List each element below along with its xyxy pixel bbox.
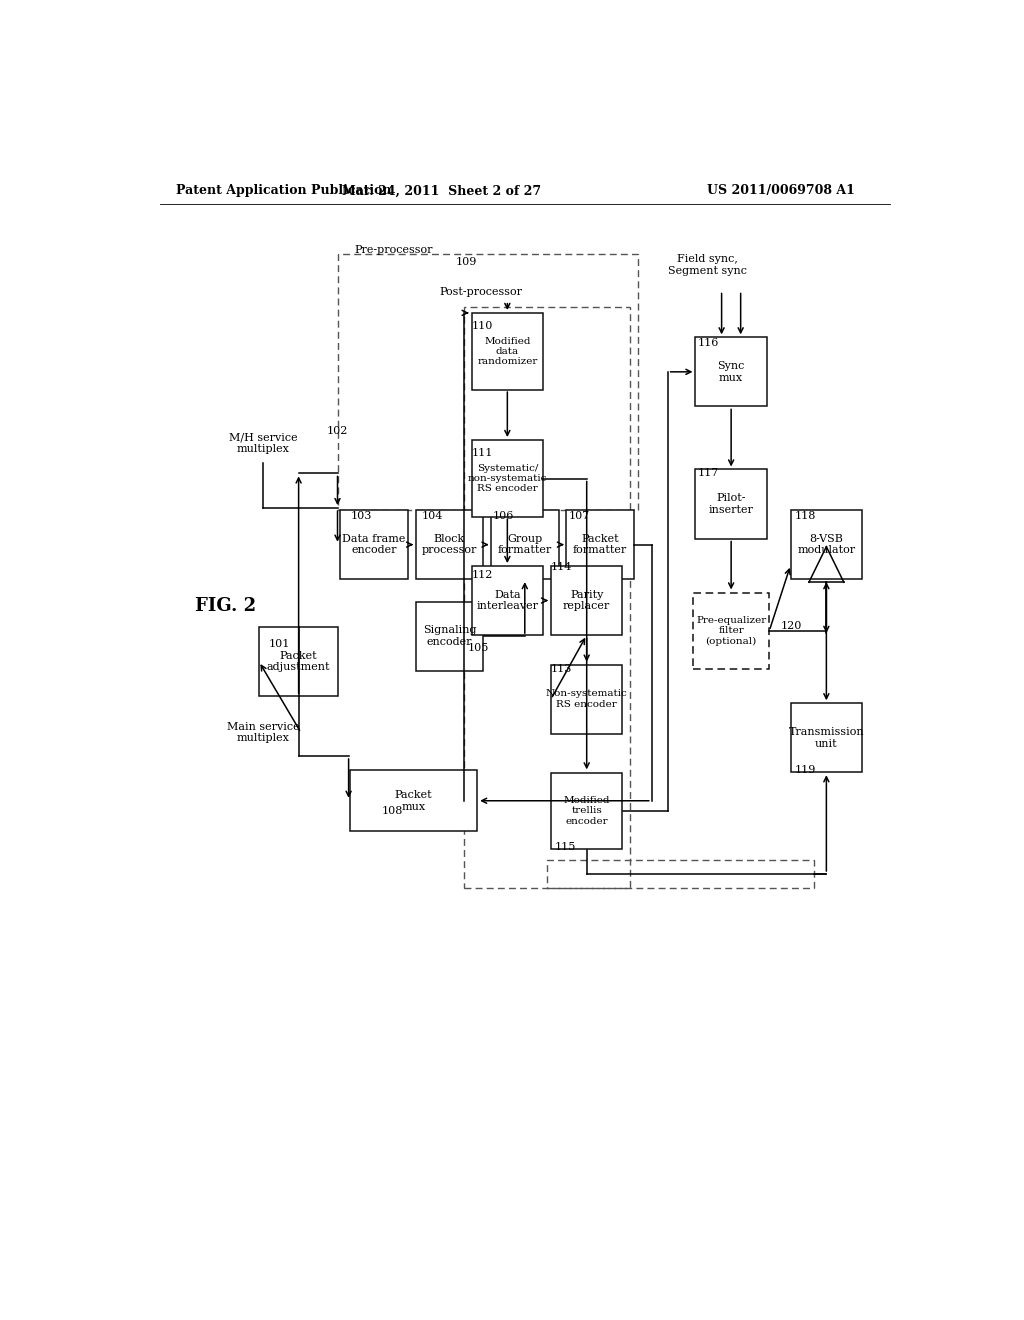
Bar bbox=[472, 313, 543, 389]
Text: Parity
replacer: Parity replacer bbox=[563, 590, 610, 611]
Text: 119: 119 bbox=[795, 766, 816, 775]
Text: Systematic/
non-systematic
RS encoder: Systematic/ non-systematic RS encoder bbox=[468, 463, 547, 494]
Text: Packet
mux: Packet mux bbox=[395, 789, 432, 812]
Text: 118: 118 bbox=[795, 511, 816, 521]
Bar bbox=[416, 602, 483, 671]
Bar bbox=[551, 772, 623, 849]
Text: 115: 115 bbox=[554, 842, 575, 851]
Text: Packet
formatter: Packet formatter bbox=[573, 533, 628, 556]
Text: Data frame
encoder: Data frame encoder bbox=[342, 533, 406, 556]
Text: Packet
adjustment: Packet adjustment bbox=[267, 651, 331, 672]
Text: 108: 108 bbox=[382, 807, 403, 816]
Bar bbox=[350, 771, 477, 832]
Bar bbox=[259, 627, 338, 696]
Text: Field sync,
Segment sync: Field sync, Segment sync bbox=[668, 255, 746, 276]
Text: Group
formatter: Group formatter bbox=[498, 533, 552, 556]
Text: 107: 107 bbox=[568, 511, 590, 521]
Text: Post-processor: Post-processor bbox=[440, 288, 523, 297]
Bar bbox=[695, 470, 767, 539]
Bar bbox=[416, 510, 483, 579]
Text: Pre-processor: Pre-processor bbox=[354, 244, 433, 255]
Bar bbox=[551, 664, 623, 734]
Text: 117: 117 bbox=[697, 469, 719, 478]
Bar bbox=[547, 859, 814, 888]
Text: Mar. 24, 2011  Sheet 2 of 27: Mar. 24, 2011 Sheet 2 of 27 bbox=[342, 185, 541, 198]
Text: 106: 106 bbox=[494, 511, 514, 521]
Bar bbox=[791, 510, 862, 579]
Text: 110: 110 bbox=[472, 321, 493, 331]
Bar bbox=[566, 510, 634, 579]
Text: Data
interleaver: Data interleaver bbox=[476, 590, 539, 611]
Text: Main service
multiplex: Main service multiplex bbox=[226, 722, 299, 743]
Text: Sync
mux: Sync mux bbox=[718, 362, 744, 383]
Bar bbox=[791, 704, 862, 772]
Text: 102: 102 bbox=[327, 426, 348, 436]
Text: Signaling
encoder: Signaling encoder bbox=[423, 626, 476, 647]
Bar bbox=[492, 510, 558, 579]
Text: FIG. 2: FIG. 2 bbox=[196, 597, 257, 615]
Text: 103: 103 bbox=[350, 511, 372, 521]
Text: 109: 109 bbox=[456, 257, 477, 267]
Bar bbox=[340, 510, 408, 579]
Text: Pilot-
inserter: Pilot- inserter bbox=[709, 494, 754, 515]
Text: 120: 120 bbox=[780, 620, 802, 631]
Bar bbox=[472, 566, 543, 635]
Text: 101: 101 bbox=[268, 639, 290, 649]
Text: Transmission
unit: Transmission unit bbox=[788, 727, 864, 748]
Bar bbox=[695, 338, 767, 407]
Text: US 2011/0069708 A1: US 2011/0069708 A1 bbox=[708, 185, 855, 198]
Text: 113: 113 bbox=[551, 664, 572, 673]
Text: 104: 104 bbox=[422, 511, 443, 521]
Text: M/H service
multiplex: M/H service multiplex bbox=[228, 432, 297, 454]
Text: Non-systematic
RS encoder: Non-systematic RS encoder bbox=[546, 689, 628, 709]
Text: 105: 105 bbox=[468, 643, 489, 653]
Text: 8-VSB
modulator: 8-VSB modulator bbox=[798, 533, 855, 556]
Text: Pre-equalizer
filter
(optional): Pre-equalizer filter (optional) bbox=[696, 616, 766, 645]
Bar bbox=[465, 306, 630, 888]
Text: Block
processor: Block processor bbox=[422, 533, 477, 556]
Text: 112: 112 bbox=[472, 570, 493, 579]
Bar bbox=[551, 566, 623, 635]
Bar bbox=[693, 593, 769, 669]
Text: Patent Application Publication: Patent Application Publication bbox=[176, 185, 391, 198]
Text: 114: 114 bbox=[551, 562, 572, 572]
Text: 116: 116 bbox=[697, 338, 719, 348]
Text: 111: 111 bbox=[472, 449, 493, 458]
Text: Modified
data
randomizer: Modified data randomizer bbox=[477, 337, 538, 367]
Bar bbox=[472, 441, 543, 516]
Text: Modified
trellis
encoder: Modified trellis encoder bbox=[563, 796, 610, 826]
Bar bbox=[338, 253, 638, 510]
